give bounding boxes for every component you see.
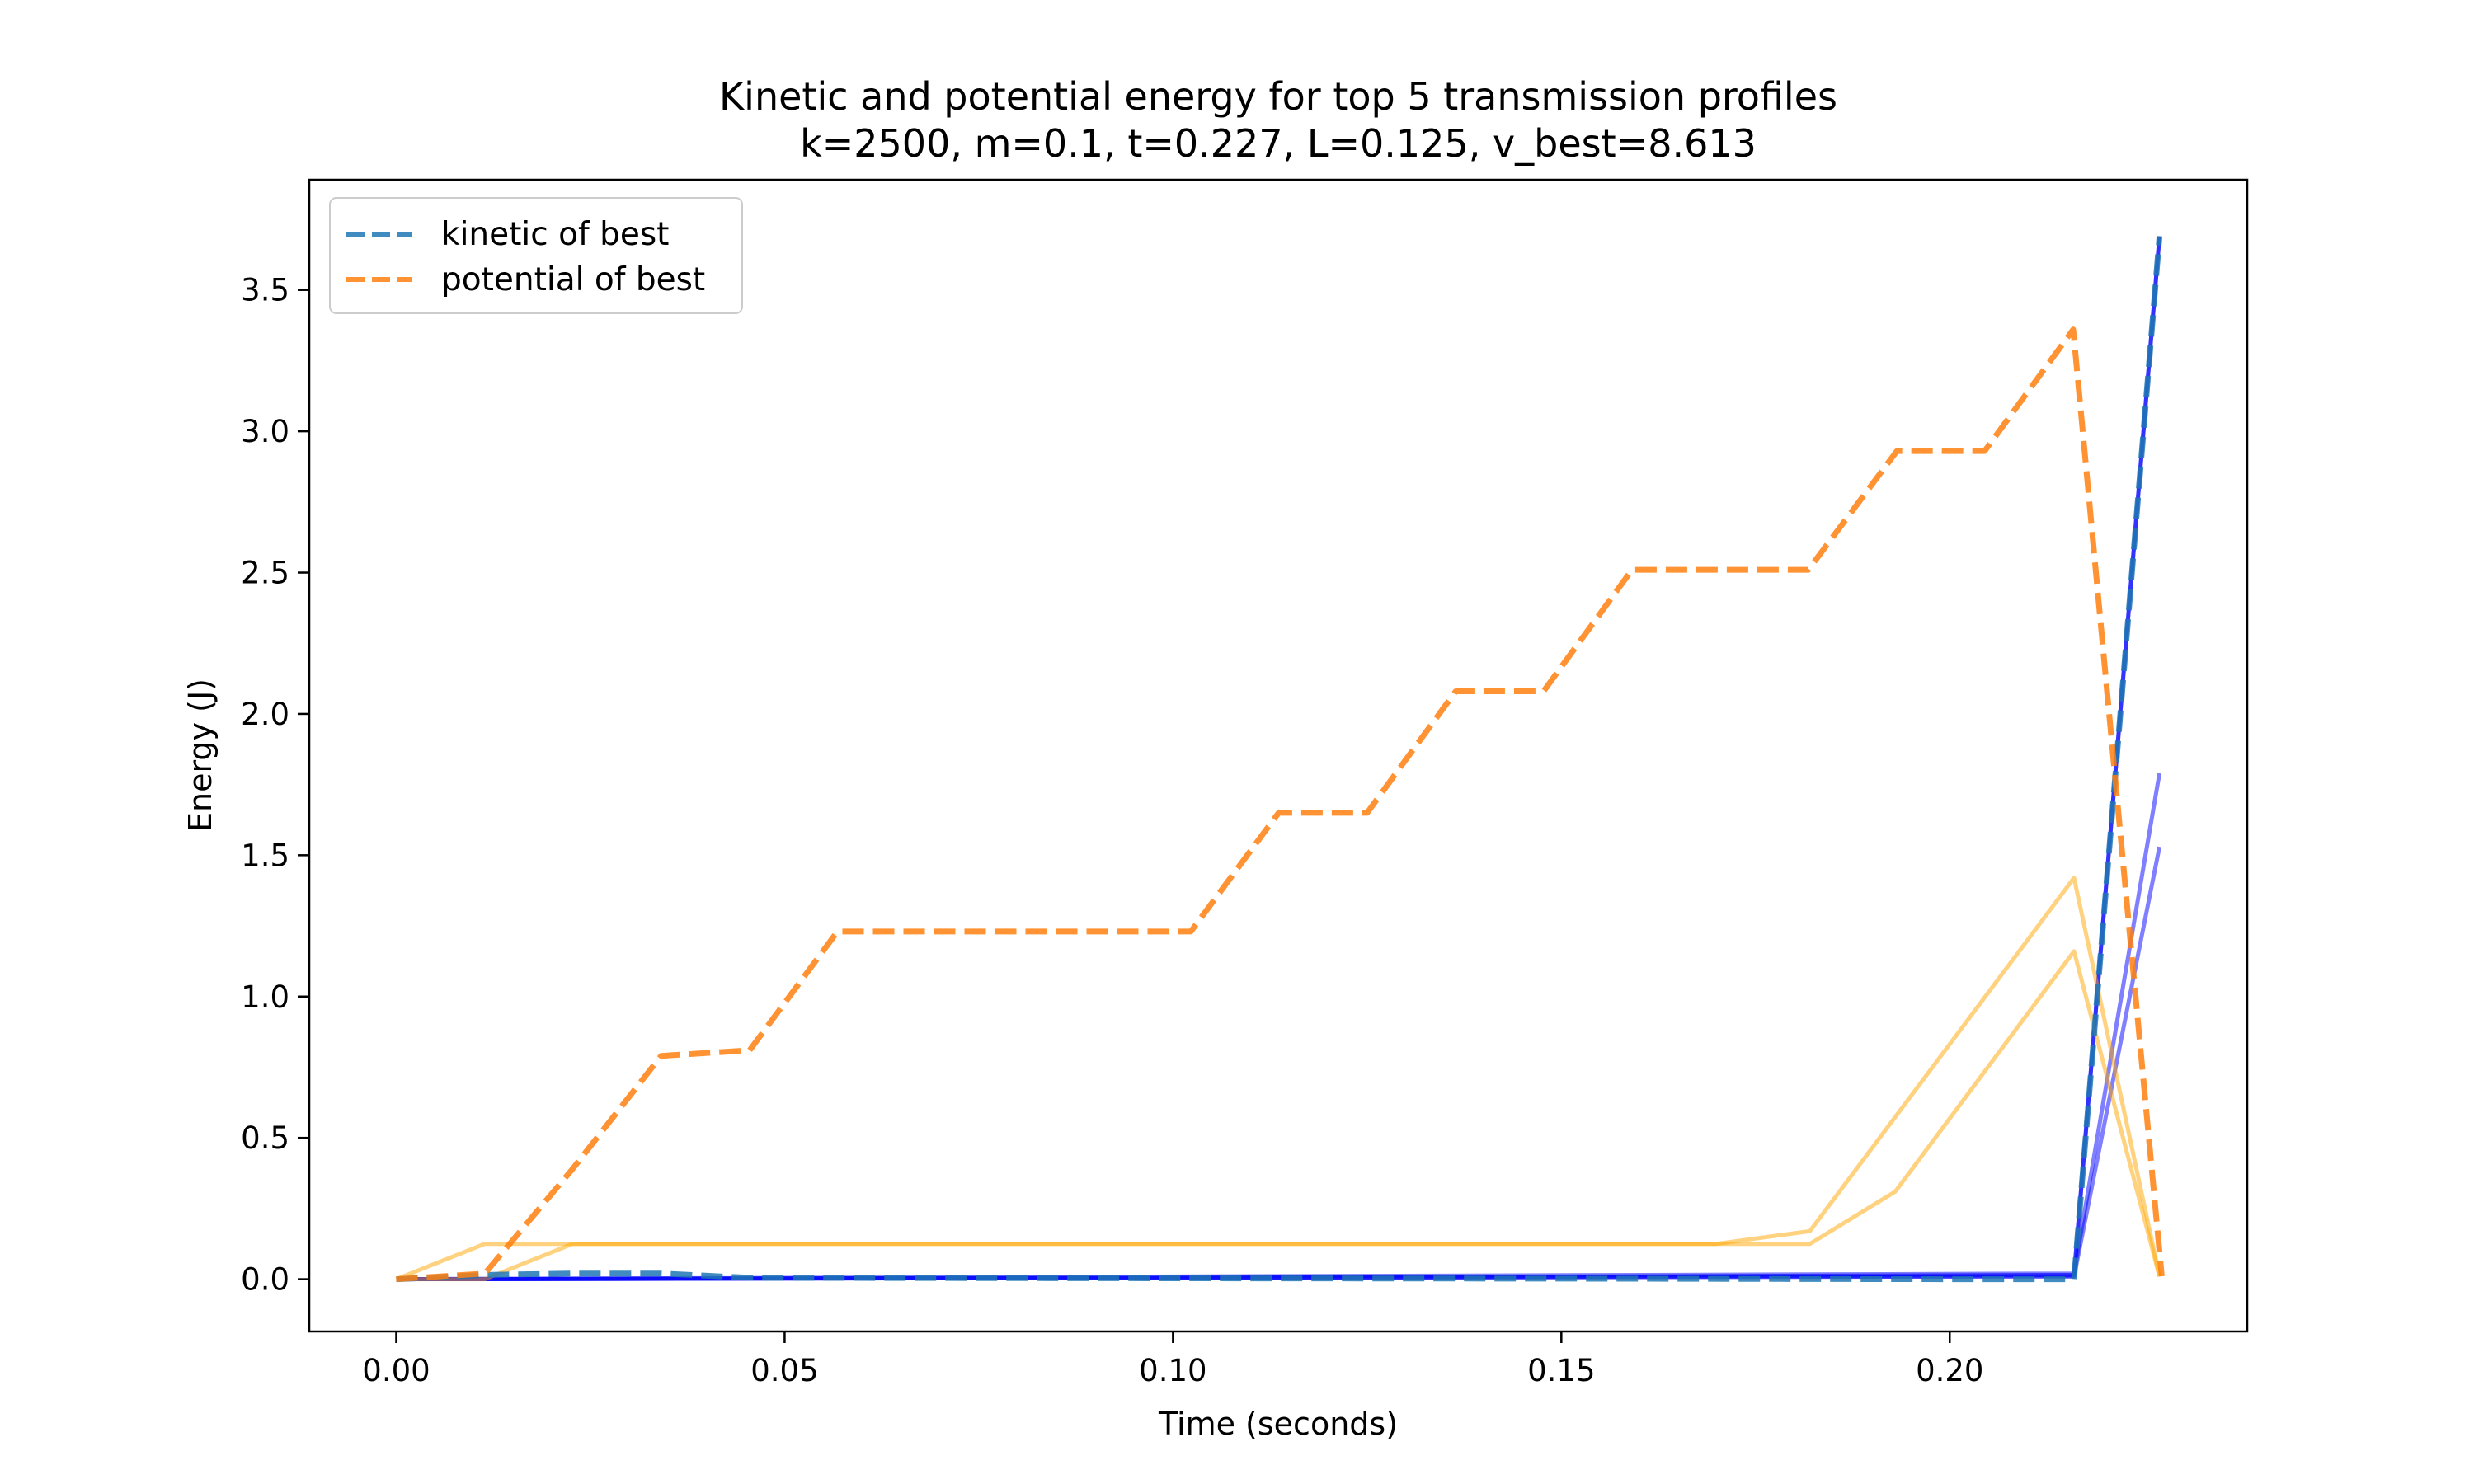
y-tick-label: 3.5 xyxy=(241,273,289,308)
x-tick-label: 0.15 xyxy=(1527,1353,1595,1388)
series-line-potential-other-4 xyxy=(395,949,2162,1281)
series-layer xyxy=(395,236,2165,1283)
legend-box xyxy=(329,197,743,314)
legend-label-potential: potential of best xyxy=(441,261,705,298)
y-tick-label: 0.0 xyxy=(241,1262,289,1298)
series-line-potential-best-7 xyxy=(396,326,2165,1283)
y-tick-label: 2.5 xyxy=(241,556,289,591)
y-tick-label: 0.5 xyxy=(241,1120,289,1156)
y-tick-label: 1.5 xyxy=(241,838,289,873)
series-line-kinetic-best-6 xyxy=(396,236,2163,1283)
x-tick-label: 0.00 xyxy=(362,1353,430,1388)
chart-subtitle: k=2500, m=0.1, t=0.227, L=0.125, v_best=… xyxy=(800,121,1757,166)
x-tick-label: 0.10 xyxy=(1139,1353,1206,1388)
legend-label-kinetic: kinetic of best xyxy=(441,216,669,253)
x-axis-label: Time (seconds) xyxy=(1158,1406,1398,1442)
x-axis-ticks: 0.00 0.05 0.10 0.15 0.20 xyxy=(362,1331,1983,1388)
series-line-potential-other-5 xyxy=(396,876,2162,1282)
y-tick-label: 2.0 xyxy=(241,697,289,732)
y-tick-label: 3.0 xyxy=(241,414,289,449)
y-tick-label: 1.0 xyxy=(241,979,289,1015)
y-axis-label: Energy (J) xyxy=(182,679,219,832)
chart-title: Kinetic and potential energy for top 5 t… xyxy=(719,74,1837,119)
legend: kinetic of best potential of best xyxy=(329,197,743,314)
x-tick-label: 0.05 xyxy=(750,1353,818,1388)
plot-area-frame xyxy=(308,178,2249,1333)
x-tick-label: 0.20 xyxy=(1916,1353,1983,1388)
y-axis-ticks: 0.0 0.5 1.0 1.5 2.0 2.5 3.0 3.5 xyxy=(241,273,309,1298)
